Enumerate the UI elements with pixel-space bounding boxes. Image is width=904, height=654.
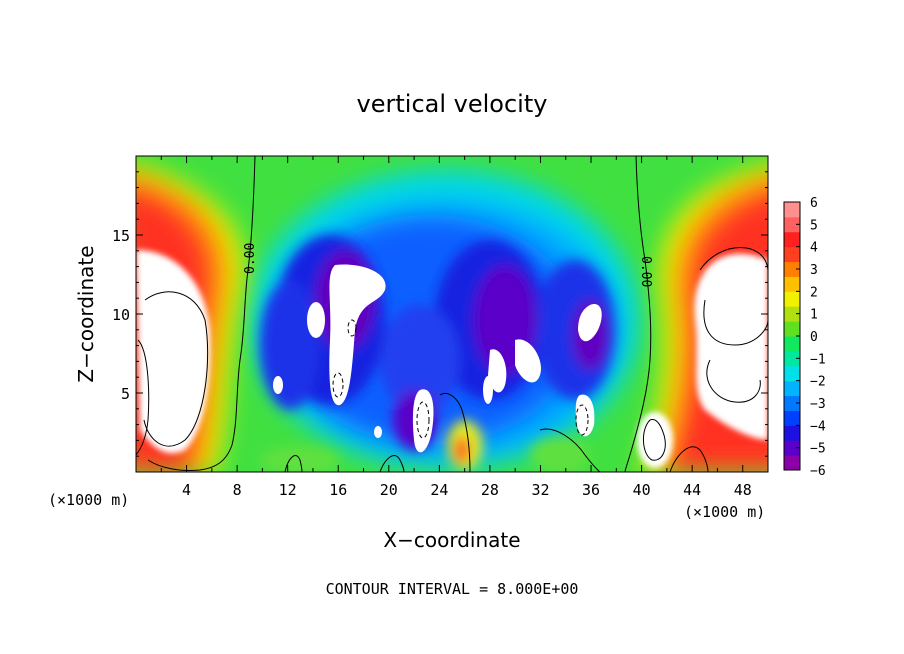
colorbar-band <box>784 380 800 397</box>
x-unit-left: (×1000 m) <box>48 491 129 509</box>
colorbar-tick-label: −5 <box>810 442 826 457</box>
x-tick-label: 48 <box>734 481 752 499</box>
colorbar-ticks: 6 5 4 3 2 1 0 −1 −2 −3 −4 −5 −6 <box>796 196 826 479</box>
x-tick-label: 8 <box>233 481 242 499</box>
colorbar-band <box>784 425 800 441</box>
x-unit-right: (×1000 m) <box>684 503 765 521</box>
colorbar-tick-label: 4 <box>810 241 818 256</box>
colorbar-band <box>784 321 800 337</box>
x-tick-label: 4 <box>182 481 191 499</box>
right-updraft-core <box>694 253 768 440</box>
colorbar-tick-label: −6 <box>810 464 826 479</box>
x-axis-ticks: 4 8 12 16 20 24 28 32 36 40 44 48 <box>160 156 752 499</box>
left-updraft-core <box>136 250 211 454</box>
x-tick-label: 16 <box>329 481 347 499</box>
colorbar-band <box>784 261 800 277</box>
chart-title: vertical velocity <box>357 90 548 118</box>
x-tick-label: 44 <box>683 481 701 499</box>
velocity-field: 0.00 0.00 <box>136 156 768 472</box>
colorbar-tick-label: 3 <box>810 263 818 278</box>
colorbar-band <box>784 350 800 367</box>
colorbar-band <box>784 276 800 292</box>
colorbar-band <box>784 291 800 307</box>
colorbar-band <box>784 336 800 352</box>
x-tick-label: 32 <box>531 481 549 499</box>
colorbar-band <box>784 202 800 218</box>
x-tick-label: 24 <box>430 481 448 499</box>
colorbar-tick-label: 2 <box>810 285 818 300</box>
x-axis-label: X−coordinate <box>383 528 520 552</box>
y-tick-label: 5 <box>121 385 130 403</box>
y-axis-ticks: 5 10 15 <box>112 171 768 457</box>
contour-interval-note: CONTOUR INTERVAL = 8.000E+00 <box>326 580 579 598</box>
colorbar-tick-label: −3 <box>810 397 826 412</box>
colorbar-band <box>784 395 800 411</box>
contour-lines <box>136 156 768 472</box>
colorbar-tick-label: 1 <box>810 308 818 323</box>
colorbar-tick-label: −4 <box>810 419 826 434</box>
y-tick-label: 15 <box>112 227 130 245</box>
colorbar: 6 5 4 3 2 1 0 −1 −2 −3 −4 −5 −6 <box>783 196 826 479</box>
contour-label-right: 0.00 <box>638 256 653 287</box>
x-tick-label: 40 <box>633 481 651 499</box>
colorbar-band <box>784 410 800 426</box>
colorbar-band <box>784 306 800 322</box>
colorbar-band <box>784 231 800 248</box>
colorbar-tick-label: −2 <box>810 375 826 390</box>
colorbar-tick-label: 6 <box>810 196 818 211</box>
colorbar-tick-label: −1 <box>810 352 826 367</box>
x-tick-label: 20 <box>380 481 398 499</box>
y-axis-label: Z−coordinate <box>74 245 98 382</box>
negative-contours <box>332 319 589 439</box>
colorbar-band <box>784 246 800 263</box>
contour-label-left: 0.00 <box>243 243 258 274</box>
y-tick-label: 10 <box>112 306 130 324</box>
x-tick-label: 28 <box>481 481 499 499</box>
downdraft-cores <box>273 264 602 453</box>
colorbar-band <box>784 440 800 456</box>
colorbar-tick-label: 5 <box>810 218 818 233</box>
colorbar-band <box>784 455 800 471</box>
colorbar-tick-label: 0 <box>810 330 818 345</box>
colorbar-band <box>784 216 800 233</box>
x-tick-label: 36 <box>582 481 600 499</box>
colorbar-band <box>784 365 800 382</box>
x-tick-label: 12 <box>279 481 297 499</box>
